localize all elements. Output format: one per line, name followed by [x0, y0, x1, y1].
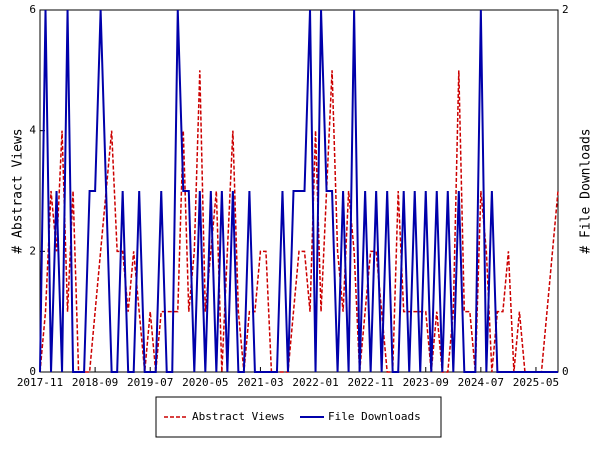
y-tick-label: 6 — [29, 3, 36, 16]
series-line — [39, 70, 559, 373]
x-tick-label: 2017-11 — [17, 376, 63, 389]
legend-box — [155, 396, 442, 438]
x-tick-label: 2020-05 — [182, 376, 228, 389]
y-tick-label: 2 — [29, 244, 36, 257]
y2-tick-label: 0 — [562, 365, 569, 378]
y-axis-title: # Abstract Views — [11, 128, 26, 253]
x-tick-label: 2024-07 — [458, 376, 504, 389]
x-tick-label: 2018-09 — [72, 376, 118, 389]
y-tick-label: 4 — [29, 124, 36, 137]
x-tick-label: 2021-03 — [237, 376, 283, 389]
legend-label: File Downloads — [328, 410, 421, 423]
x-tick-label: 2022-01 — [292, 376, 338, 389]
series-line — [39, 9, 558, 373]
x-tick-label: 2025-05 — [513, 376, 559, 389]
x-tick-label: 2023-09 — [403, 376, 449, 389]
y2-tick-label: 2 — [562, 3, 569, 16]
y2-axis-title: # File Downloads — [579, 128, 594, 253]
plot-frame — [39, 9, 559, 373]
y-tick-label: 0 — [29, 365, 36, 378]
x-tick-label: 2019-07 — [127, 376, 173, 389]
legend-label: Abstract Views — [192, 410, 285, 423]
x-tick-label: 2022-11 — [347, 376, 393, 389]
